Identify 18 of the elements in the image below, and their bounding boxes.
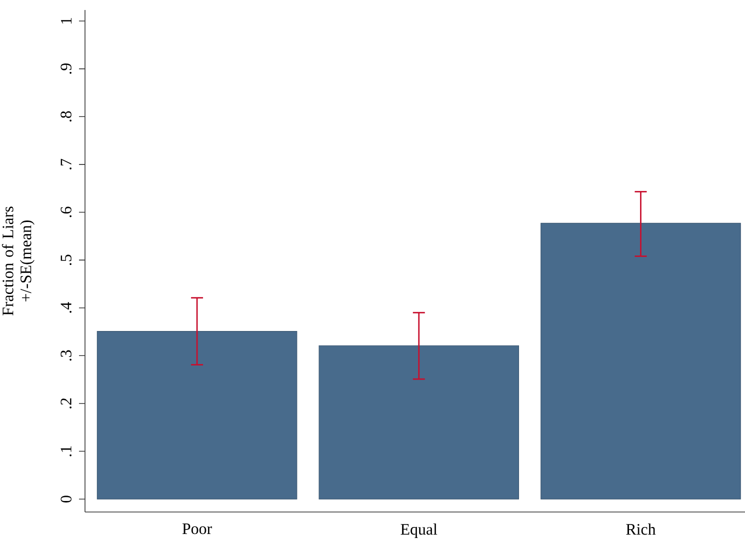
x-tick-label: Poor (182, 524, 212, 534)
y-tick-label: 1 (60, 18, 72, 24)
x-tick-label: Equal (400, 524, 438, 538)
y-tick-label: .3 (60, 350, 72, 361)
y-tick-label: .9 (60, 63, 72, 74)
y-tick-label: .8 (60, 111, 72, 122)
y-tick-label: .6 (60, 206, 72, 218)
bar (540, 222, 741, 500)
y-tick-label: .4 (60, 302, 72, 313)
y-tick-label: .1 (60, 446, 72, 456)
y-tick-label: .5 (60, 254, 72, 265)
y-tick-label: .2 (60, 398, 72, 408)
bar (318, 345, 520, 500)
y-tick-label: 0 (60, 496, 72, 502)
y-axis-title: Fraction of Liars +/-SE(mean) (2, 206, 34, 316)
bar (96, 330, 298, 500)
x-tick-label: Rich (626, 524, 656, 535)
y-tick-label: .7 (60, 158, 72, 170)
